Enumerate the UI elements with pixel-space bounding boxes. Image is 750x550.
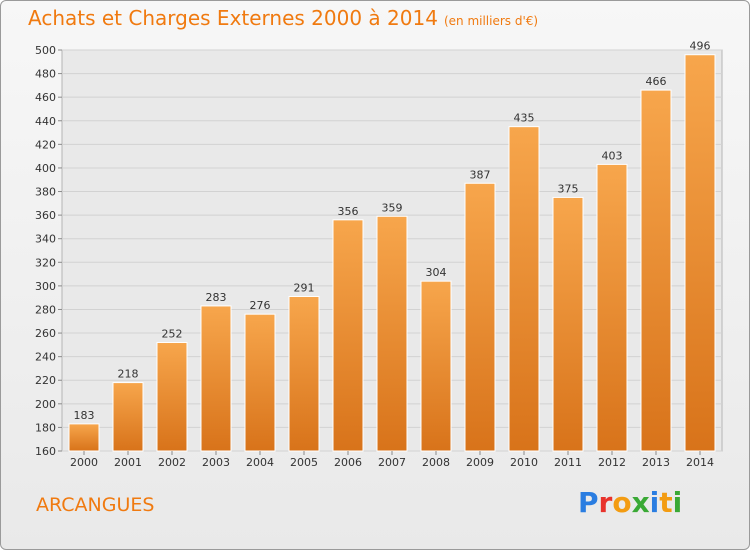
- bar-2012: [596, 163, 628, 452]
- bars: 183 218 252 283 276 291 356 359 304 387 435 375 403 4…: [68, 40, 716, 452]
- logo-letter: x: [631, 486, 650, 519]
- logo-letter: i: [672, 486, 683, 519]
- x-tick-label: 2012: [598, 456, 626, 469]
- x-tick-label: 2003: [202, 456, 230, 469]
- y-tick-label: 280: [35, 303, 56, 316]
- bar-2011: [552, 196, 584, 452]
- x-tick-label: 2002: [158, 456, 186, 469]
- data-label: 387: [470, 168, 491, 181]
- data-label: 435: [514, 112, 535, 125]
- x-tick-label: 2014: [686, 456, 714, 469]
- logo-letter: o: [612, 486, 632, 519]
- x-tick-label: 2000: [70, 456, 98, 469]
- location-label: ARCANGUES: [36, 494, 155, 516]
- proxiti-logo: Proxiti: [578, 486, 682, 519]
- bar-2014: [684, 54, 716, 452]
- bar-2002: [156, 341, 188, 452]
- y-tick-label: 180: [35, 421, 56, 434]
- y-tick-label: 260: [35, 327, 56, 340]
- title-text: Achats et Charges Externes 2000 à 2014: [28, 6, 438, 30]
- x-tick-label: 2005: [290, 456, 318, 469]
- y-axis-ticks: 160 180 200 220 240 260 280 300 320 340 360 380 400 4…: [35, 44, 62, 458]
- y-tick-label: 200: [35, 398, 56, 411]
- data-label: 276: [250, 299, 271, 312]
- logo-letter: P: [578, 486, 599, 519]
- x-tick-label: 2011: [554, 456, 582, 469]
- data-label: 283: [206, 291, 227, 304]
- y-tick-label: 400: [35, 162, 56, 175]
- x-axis-ticks: 2000 2001 2002 2003 2004 2005 2006 2007 2008 2009…: [70, 451, 714, 469]
- y-tick-label: 420: [35, 138, 56, 151]
- x-tick-label: 2009: [466, 456, 494, 469]
- data-label: 375: [558, 182, 579, 195]
- y-tick-label: 240: [35, 351, 56, 364]
- y-tick-label: 500: [35, 44, 56, 57]
- y-tick-label: 460: [35, 91, 56, 104]
- x-tick-label: 2004: [246, 456, 274, 469]
- bar-2009: [464, 182, 496, 452]
- logo-letter: t: [659, 486, 673, 519]
- data-label: 291: [294, 281, 315, 294]
- bar-2007: [376, 215, 408, 452]
- x-tick-label: 2001: [114, 456, 142, 469]
- logo-letter: r: [598, 486, 613, 519]
- x-tick-label: 2010: [510, 456, 538, 469]
- bar-2001: [112, 382, 144, 452]
- y-tick-label: 320: [35, 256, 56, 269]
- x-tick-label: 2006: [334, 456, 362, 469]
- logo-letter: i: [649, 486, 660, 519]
- data-label: 218: [118, 368, 139, 381]
- y-tick-label: 300: [35, 280, 56, 293]
- bar-2003: [200, 305, 232, 452]
- bar-2005: [288, 295, 320, 452]
- bar-2013: [640, 89, 672, 452]
- bar-2006: [332, 219, 364, 452]
- y-tick-label: 160: [35, 445, 56, 458]
- y-tick-label: 480: [35, 68, 56, 81]
- data-label: 359: [382, 201, 403, 214]
- x-tick-label: 2013: [642, 456, 670, 469]
- bar-2008: [420, 280, 452, 452]
- data-label: 252: [162, 327, 183, 340]
- y-tick-label: 360: [35, 209, 56, 222]
- data-label: 403: [602, 149, 623, 162]
- y-tick-label: 440: [35, 115, 56, 128]
- data-label: 183: [74, 409, 95, 422]
- bar-2004: [244, 313, 276, 452]
- data-label: 356: [338, 205, 359, 218]
- data-label: 466: [646, 75, 667, 88]
- data-label: 304: [426, 266, 447, 279]
- y-tick-label: 380: [35, 186, 56, 199]
- x-tick-label: 2007: [378, 456, 406, 469]
- x-tick-label: 2008: [422, 456, 450, 469]
- chart-title: Achats et Charges Externes 2000 à 2014 (e…: [28, 6, 538, 30]
- data-label: 496: [690, 40, 711, 53]
- unit-label: (en milliers d'€): [443, 14, 539, 28]
- y-tick-label: 340: [35, 233, 56, 246]
- bar-2010: [508, 126, 540, 452]
- bar-2000: [68, 423, 100, 452]
- y-tick-label: 220: [35, 374, 56, 387]
